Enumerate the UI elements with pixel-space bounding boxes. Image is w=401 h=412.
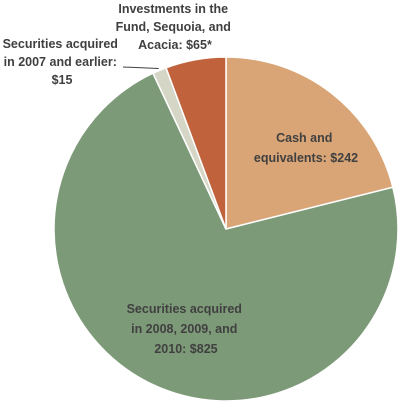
label-investments-fund: Investments in the Fund, Sequoia, and Ac… (116, 2, 235, 52)
pie-slices (53, 56, 399, 402)
label-cash: Cash and equivalents: $242 (254, 131, 358, 165)
slice-securities-2008-2010 (53, 72, 399, 402)
label-securities-2007-earlier: Securities acquired in 2007 and earlier:… (3, 37, 122, 87)
label-securities-2008-2010: Securities acquired in 2008, 2009, and 2… (127, 302, 246, 356)
leader-line (122, 66, 159, 69)
slice-investments-fund (165, 56, 227, 230)
slice-cash (225, 56, 394, 230)
pie-labels: Cash and equivalents: $242 Securities ac… (3, 2, 359, 356)
